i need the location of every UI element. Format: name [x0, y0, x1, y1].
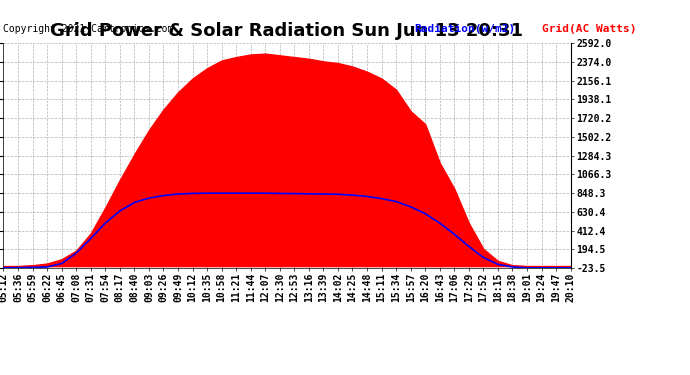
Text: Copyright 2021 Cartronics.com: Copyright 2021 Cartronics.com: [3, 24, 174, 34]
Text: Grid(AC Watts): Grid(AC Watts): [542, 24, 636, 34]
Text: Grid Power & Solar Radiation Sun Jun 13 20:31: Grid Power & Solar Radiation Sun Jun 13 …: [50, 22, 523, 40]
Text: Radiation(w/m2): Radiation(w/m2): [414, 24, 515, 34]
